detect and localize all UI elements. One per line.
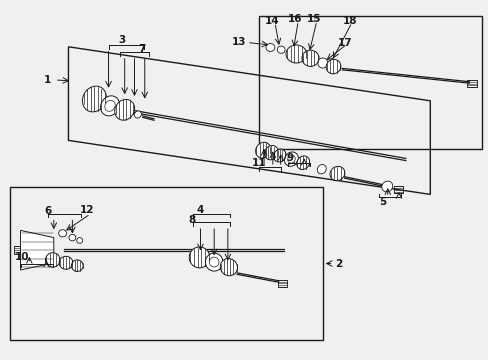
Ellipse shape: [285, 45, 306, 63]
Ellipse shape: [264, 145, 278, 160]
Ellipse shape: [255, 142, 270, 158]
Ellipse shape: [273, 149, 285, 162]
Bar: [393, 186, 402, 193]
Ellipse shape: [59, 230, 66, 237]
Ellipse shape: [209, 257, 219, 267]
Text: 16: 16: [287, 14, 302, 24]
Text: 1: 1: [44, 75, 51, 85]
Ellipse shape: [287, 155, 295, 163]
Ellipse shape: [302, 50, 319, 66]
Ellipse shape: [115, 99, 134, 120]
Ellipse shape: [134, 111, 141, 118]
Text: 2: 2: [334, 258, 341, 269]
Text: 10: 10: [15, 252, 29, 262]
Ellipse shape: [325, 59, 340, 74]
Ellipse shape: [104, 100, 115, 111]
Ellipse shape: [45, 253, 60, 267]
Ellipse shape: [284, 152, 298, 166]
Text: 9: 9: [286, 153, 293, 163]
Ellipse shape: [69, 234, 76, 241]
Text: 13: 13: [231, 37, 245, 47]
Polygon shape: [20, 230, 54, 270]
Ellipse shape: [77, 238, 82, 243]
Text: 12: 12: [80, 204, 94, 215]
Text: 5: 5: [378, 197, 385, 207]
Ellipse shape: [82, 86, 106, 112]
Bar: [14, 246, 20, 254]
Ellipse shape: [381, 181, 392, 192]
Text: 17: 17: [337, 38, 352, 48]
Ellipse shape: [71, 260, 83, 271]
Bar: [466, 80, 476, 87]
Ellipse shape: [277, 46, 285, 53]
Ellipse shape: [189, 247, 209, 268]
Text: 18: 18: [342, 15, 357, 26]
Ellipse shape: [265, 44, 274, 51]
Ellipse shape: [205, 253, 223, 271]
Ellipse shape: [317, 165, 325, 174]
Text: 7: 7: [138, 44, 145, 54]
Text: 3: 3: [119, 35, 125, 45]
Bar: [278, 280, 286, 287]
Text: 11: 11: [251, 158, 266, 168]
Text: 14: 14: [264, 15, 279, 26]
Text: 4: 4: [196, 204, 204, 215]
Ellipse shape: [59, 256, 73, 269]
Ellipse shape: [329, 166, 344, 181]
Ellipse shape: [101, 96, 119, 116]
Text: 15: 15: [306, 14, 321, 24]
Ellipse shape: [296, 156, 309, 170]
Ellipse shape: [317, 58, 327, 68]
Ellipse shape: [220, 258, 237, 276]
Text: 6: 6: [44, 206, 51, 216]
Text: 8: 8: [188, 215, 195, 225]
